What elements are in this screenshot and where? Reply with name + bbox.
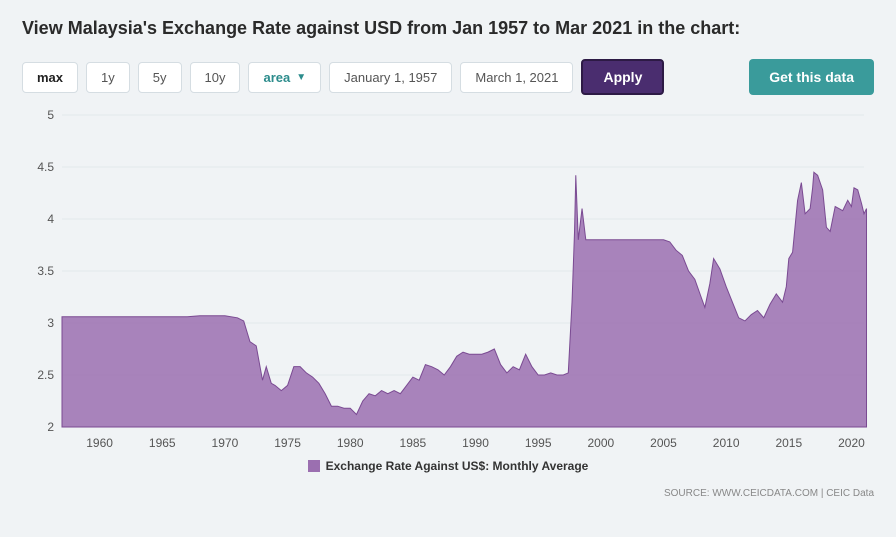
- svg-text:1985: 1985: [400, 436, 427, 450]
- svg-text:2: 2: [47, 420, 54, 434]
- svg-text:1965: 1965: [149, 436, 176, 450]
- legend-swatch: [308, 460, 320, 472]
- source-attribution: SOURCE: WWW.CEICDATA.COM | CEIC Data: [664, 488, 874, 499]
- chevron-down-icon: ▼: [296, 72, 306, 83]
- date-to-field[interactable]: March 1, 2021: [460, 62, 573, 93]
- svg-text:3.5: 3.5: [37, 264, 54, 278]
- area-chart: 2 2.5 3 3.5 4 4.5 5 1960 1965 1970 1975 1980 1985 199…: [22, 105, 874, 455]
- svg-text:1960: 1960: [86, 436, 113, 450]
- svg-text:1980: 1980: [337, 436, 364, 450]
- svg-text:1975: 1975: [274, 436, 301, 450]
- svg-text:2010: 2010: [713, 436, 740, 450]
- range-1y-button[interactable]: 1y: [86, 62, 130, 93]
- chart-type-label: area: [263, 70, 290, 85]
- range-max-button[interactable]: max: [22, 62, 78, 93]
- svg-text:2005: 2005: [650, 436, 677, 450]
- svg-text:2015: 2015: [775, 436, 802, 450]
- svg-text:1990: 1990: [462, 436, 489, 450]
- range-5y-button[interactable]: 5y: [138, 62, 182, 93]
- svg-text:4.5: 4.5: [37, 160, 54, 174]
- page-title: View Malaysia's Exchange Rate against US…: [22, 18, 874, 39]
- range-10y-button[interactable]: 10y: [190, 62, 241, 93]
- get-data-button[interactable]: Get this data: [749, 59, 874, 95]
- svg-text:2020: 2020: [838, 436, 865, 450]
- svg-text:2000: 2000: [587, 436, 614, 450]
- svg-text:5: 5: [47, 108, 54, 122]
- chart-legend: Exchange Rate Against US$: Monthly Avera…: [22, 459, 874, 473]
- svg-text:3: 3: [47, 316, 54, 330]
- controls-bar: max 1y 5y 10y area ▼ January 1, 1957 Mar…: [22, 59, 874, 95]
- svg-text:2.5: 2.5: [37, 368, 54, 382]
- svg-text:1970: 1970: [212, 436, 239, 450]
- chart-container: 2 2.5 3 3.5 4 4.5 5 1960 1965 1970 1975 1980 1985 199…: [22, 105, 874, 485]
- svg-text:4: 4: [47, 212, 54, 226]
- legend-label: Exchange Rate Against US$: Monthly Avera…: [326, 459, 589, 473]
- chart-type-select[interactable]: area ▼: [248, 62, 321, 93]
- svg-text:1995: 1995: [525, 436, 552, 450]
- date-from-field[interactable]: January 1, 1957: [329, 62, 452, 93]
- apply-button[interactable]: Apply: [581, 59, 664, 95]
